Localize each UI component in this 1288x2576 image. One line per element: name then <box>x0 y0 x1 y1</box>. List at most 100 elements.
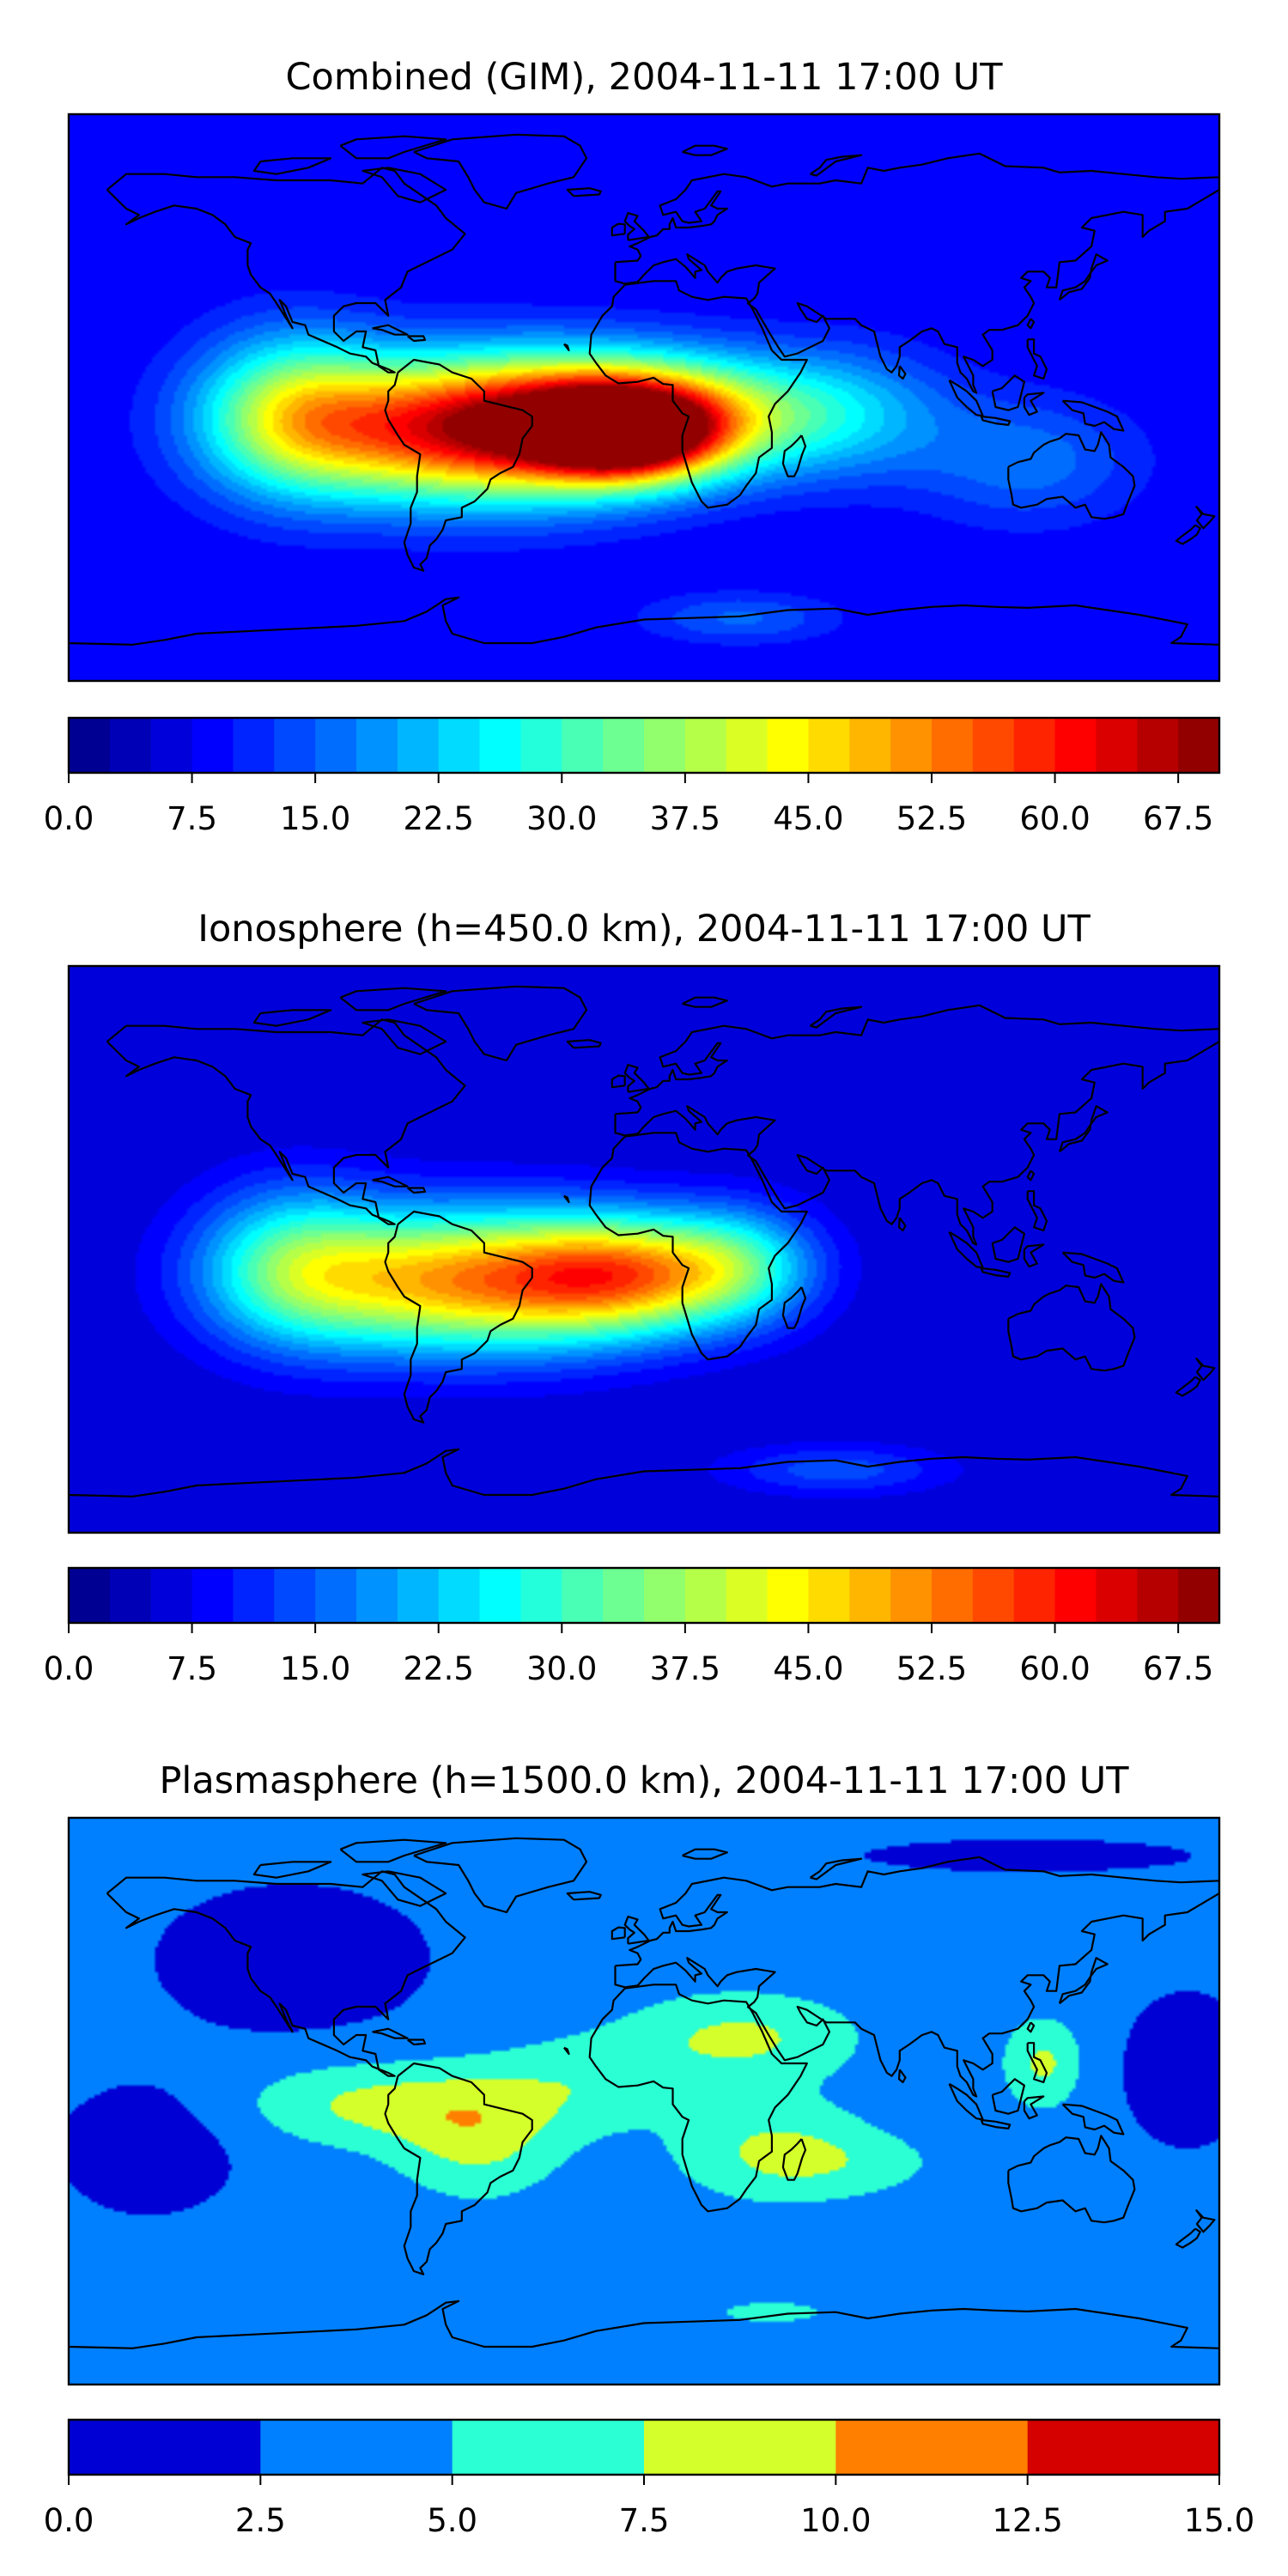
coastline-outline <box>1061 2103 1125 2136</box>
coastline-outline <box>611 1926 626 1941</box>
colorbar-tick-label: 30.0 <box>526 800 597 837</box>
colorbar-segment <box>644 718 686 773</box>
coastline-outline <box>781 2138 807 2181</box>
colorbar-tick-label: 37.5 <box>650 1650 720 1687</box>
colorbar-segment <box>397 1568 440 1623</box>
coastline-outline <box>1007 431 1136 520</box>
colorbar-tick-label: 60.0 <box>1019 1650 1090 1687</box>
colorbar-tick-label: 5.0 <box>427 2502 477 2539</box>
colorbar-segment <box>1054 1568 1097 1623</box>
coastline-outline <box>563 2046 570 2056</box>
colorbar-segment <box>849 1568 891 1623</box>
colorbar-segment <box>562 718 604 773</box>
colorbar-segment <box>603 1568 645 1623</box>
colorbar-segment <box>315 1568 357 1623</box>
colorbar-segment <box>191 718 234 773</box>
coastline-outline <box>1023 392 1045 416</box>
coastline-outline <box>406 335 427 343</box>
coastline-outline <box>623 212 650 241</box>
colorbar-frame <box>67 1566 1221 1625</box>
colorbar-tick-label: 15.0 <box>280 1650 350 1687</box>
colorbar-segment <box>520 718 562 773</box>
map-frame <box>67 1816 1221 2386</box>
coastline-outline <box>1026 318 1036 330</box>
coastline-outline <box>1061 1251 1125 1284</box>
coastline-outline <box>897 365 907 380</box>
colorbar-tick-label: 12.5 <box>992 2502 1062 2539</box>
coastline-outline <box>106 1018 466 1225</box>
coastline-outline <box>682 996 728 1008</box>
colorbar-segment <box>890 718 933 773</box>
coastline-outline <box>1007 1283 1136 1372</box>
coastline-outline <box>1194 1357 1216 1382</box>
colorbar-segment <box>684 718 727 773</box>
colorbar-segment <box>274 1568 316 1623</box>
coastline-outline <box>1026 338 1048 380</box>
colorbar-segment <box>479 1568 522 1623</box>
coastline-outline <box>406 1187 427 1194</box>
coastline-outline <box>980 2118 1012 2129</box>
coastline-outline <box>781 434 807 477</box>
coastlines <box>69 133 1219 646</box>
coastline-outline <box>339 987 447 1012</box>
colorbar-tick-label: 7.5 <box>167 1650 217 1687</box>
colorbar-segment <box>849 718 891 773</box>
coastline-outline <box>384 1210 533 1424</box>
coastline-outline <box>781 1286 807 1329</box>
colorbar-segment <box>808 718 850 773</box>
colorbar-segment <box>260 2420 453 2475</box>
colorbar-segment <box>150 1568 193 1623</box>
colorbar-segment <box>1178 718 1220 773</box>
colorbar-tick-label: 0.0 <box>44 800 94 837</box>
colorbar-tick-label: 45.0 <box>773 1650 843 1687</box>
colorbar-segment <box>1178 1568 1220 1623</box>
colorbar-tick-label: 67.5 <box>1143 800 1213 837</box>
coastline-outline <box>614 152 1219 394</box>
coastline-outline <box>1175 524 1201 545</box>
coastline-outline <box>384 358 533 572</box>
coastline-outline <box>614 1856 1219 2098</box>
colorbar-segment <box>109 1568 152 1623</box>
colorbar-segment <box>1054 718 1097 773</box>
coastline-outline <box>682 1848 728 1860</box>
coastline-outline <box>69 2300 1219 2349</box>
colorbar-tick-label: 30.0 <box>526 1650 597 1687</box>
heatmap-field <box>69 1818 1219 2385</box>
coastline-outline <box>106 167 466 374</box>
coastline-outline <box>980 1267 1012 1278</box>
coastline-outline <box>406 2038 427 2046</box>
colorbar-segment <box>932 1568 974 1623</box>
coastline-outline <box>361 167 447 204</box>
colorbar-tick-label: 22.5 <box>404 800 474 837</box>
colorbar-segment <box>726 718 769 773</box>
coastline-outline <box>897 2069 907 2084</box>
colorbar-tick-label: 37.5 <box>650 800 720 837</box>
chart-panel-1: Combined (GIM), 2004-11-11 17:00 UT 0.0 7.… <box>44 56 1221 837</box>
colorbar-tick-label: 2.5 <box>235 2502 286 2539</box>
coastline-outline <box>252 1861 332 1879</box>
coastline-outline <box>1026 1170 1036 1182</box>
colorbar-tick-label: 15.0 <box>280 800 350 837</box>
colorbar-segment <box>479 718 522 773</box>
colorbar-segment <box>767 1568 810 1623</box>
colorbar-tick-label: 0.0 <box>44 2502 94 2539</box>
colorbar-segment <box>233 1568 275 1623</box>
chart-title: Plasmasphere (h=1500.0 km), 2004-11-11 1… <box>159 1759 1129 1802</box>
map-frame <box>67 112 1221 683</box>
heatmap-field <box>69 966 1219 1533</box>
coastline-outline <box>1058 253 1109 301</box>
coastline-outline <box>339 135 447 160</box>
coastline-outline <box>339 1838 447 1863</box>
colorbar-tick-label: 10.0 <box>800 2502 871 2539</box>
coastline-outline <box>991 374 1025 411</box>
colorbar-segment <box>1013 1568 1056 1623</box>
colorbar-tick-label: 7.5 <box>167 800 217 837</box>
colorbar-tick-label: 52.5 <box>896 800 967 837</box>
colorbar-frame <box>67 716 1221 775</box>
colorbar-segment <box>972 718 1015 773</box>
colorbar-segment <box>767 718 810 773</box>
coastline-outline <box>372 324 409 336</box>
colorbar-segment <box>438 1568 481 1623</box>
coastline-outline <box>566 1039 602 1049</box>
coastline-outline <box>1007 2135 1136 2224</box>
